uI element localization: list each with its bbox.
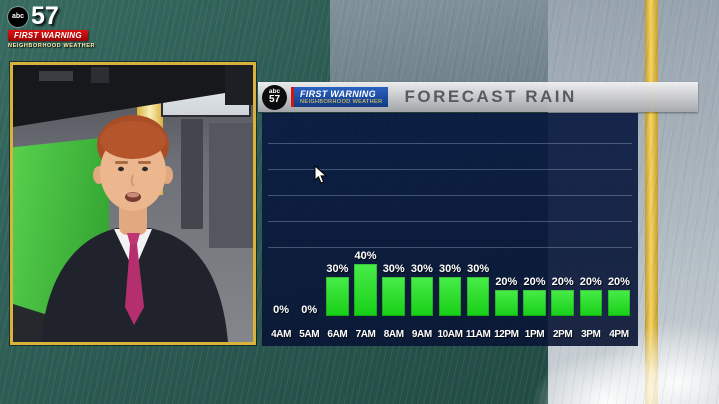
gridline xyxy=(268,221,632,222)
time-label: 9AM xyxy=(411,329,432,340)
set-panel xyxy=(209,123,253,248)
bar-value-label: 30% xyxy=(410,263,433,275)
lighting-rig xyxy=(39,71,73,81)
time-label: 11AM xyxy=(465,329,491,340)
cloud-graphic xyxy=(532,352,682,404)
studio-monitor-dark xyxy=(225,65,253,105)
chart-title: FORECAST RAIN xyxy=(404,87,577,106)
mouse-cursor-icon xyxy=(314,165,328,184)
chart-bar-column: 20% xyxy=(520,276,548,316)
bar-value-label: 20% xyxy=(579,276,602,288)
neighborhood-weather-label: NEIGHBORHOOD WEATHER xyxy=(8,43,96,49)
bar-value-label: 20% xyxy=(495,276,518,288)
chart-bar-column: 30% xyxy=(323,263,351,316)
bar xyxy=(579,290,603,316)
station-logo: abc 57 FIRST WARNING NEIGHBORHOOD WEATHE… xyxy=(8,4,95,49)
bar-value-label: 30% xyxy=(382,263,405,275)
chart-bar-column: 20% xyxy=(577,276,605,316)
bar xyxy=(382,277,405,316)
bar xyxy=(438,277,462,316)
time-label: 1PM xyxy=(524,329,545,340)
bar xyxy=(466,277,490,316)
bar-value-label: 20% xyxy=(551,276,574,288)
chart-bar-column: 20% xyxy=(549,276,577,316)
bar xyxy=(326,277,349,316)
time-label: 7AM xyxy=(355,329,376,340)
chart-bar-column: 20% xyxy=(492,276,520,316)
bar-value-label: 30% xyxy=(467,263,490,275)
sky-background-top xyxy=(330,0,560,84)
set-panel xyxy=(181,119,203,229)
forecast-rain-chart: 0% 0% 30% 40% 30% 30% 30% 30% 20% 20% 20% 20% 20% 4A… xyxy=(262,113,638,346)
chart-bar-column: 0% xyxy=(267,304,295,316)
logo-number-text: 57 xyxy=(268,94,281,106)
time-label: 10AM xyxy=(437,329,463,340)
studio-video-feed xyxy=(10,62,256,345)
time-label: 2PM xyxy=(552,329,573,340)
gridline xyxy=(268,247,632,248)
chart-bar-column: 0% xyxy=(295,304,323,316)
bar xyxy=(410,277,434,316)
bar-value-label: 30% xyxy=(326,263,349,275)
weather-anchor xyxy=(41,115,228,342)
time-label: 3PM xyxy=(581,329,601,340)
bar-value-label: 40% xyxy=(354,250,377,262)
first-warning-badge: FIRST WARNING NEIGHBORHOOD WEATHER xyxy=(291,86,389,108)
bar-value-label: 30% xyxy=(439,263,462,275)
chart-bar-column: 30% xyxy=(464,263,492,316)
gridline xyxy=(268,195,632,196)
chart-bar-column: 30% xyxy=(408,263,436,316)
bar xyxy=(354,264,377,316)
bar-value-label: 20% xyxy=(607,276,630,288)
chart-bar-column: 40% xyxy=(351,250,379,316)
chart-header: abc 57 FIRST WARNING NEIGHBORHOOD WEATHE… xyxy=(258,82,698,112)
time-label: 5AM xyxy=(299,329,320,340)
chart-bar-column: 30% xyxy=(380,263,408,316)
chart-columns: 0% 0% 30% 40% 30% 30% 30% 30% 20% 20% 20% 20% 20% xyxy=(267,121,633,316)
station-number: 57 xyxy=(31,2,59,30)
gridline xyxy=(268,169,632,170)
bar-value-label: 0% xyxy=(301,304,318,316)
time-label: 8AM xyxy=(383,329,404,340)
studio-scene xyxy=(13,65,253,342)
bar xyxy=(495,290,518,316)
gridline xyxy=(268,143,632,144)
bar xyxy=(523,290,546,316)
time-label: 4PM xyxy=(609,329,629,340)
time-label: 4AM xyxy=(271,329,292,340)
time-label: 6AM xyxy=(327,329,348,340)
chart-bar-column: 30% xyxy=(436,263,464,316)
abc-logo-icon: abc xyxy=(8,6,28,27)
chart-time-labels: 4AM 5AM 6AM 7AM 8AM 9AM 10AM 11AM 12PM 1PM 2PM 3PM 4… xyxy=(267,329,633,340)
logo-abc-text: abc xyxy=(268,87,281,95)
bar-value-label: 0% xyxy=(273,304,290,316)
badge-line2: NEIGHBORHOOD WEATHER xyxy=(300,99,383,106)
chart-bar-column: 20% xyxy=(605,276,633,316)
abc57-logo-icon: abc 57 xyxy=(262,84,287,110)
bar xyxy=(607,290,631,316)
bar-value-label: 20% xyxy=(523,276,546,288)
first-warning-banner: FIRST WARNING xyxy=(8,30,88,41)
time-label: 12PM xyxy=(494,329,519,340)
bar xyxy=(551,290,574,316)
lighting-rig xyxy=(91,67,109,83)
badge-line1: FIRST WARNING xyxy=(300,88,376,99)
